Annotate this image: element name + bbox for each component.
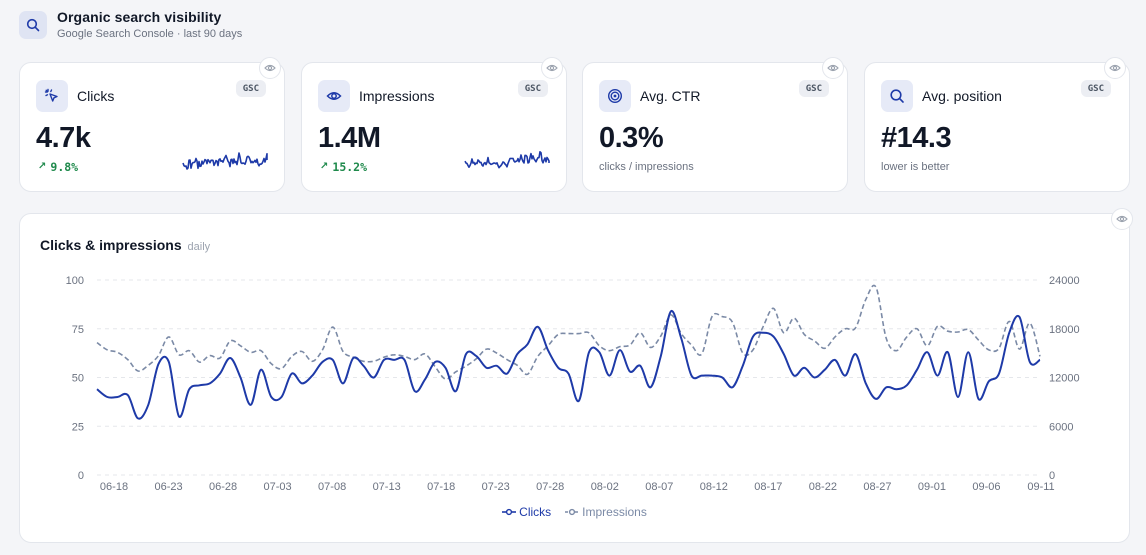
- series-clicks-line: [96, 310, 1041, 420]
- kpi-note: clicks / impressions: [599, 161, 694, 173]
- x-tick-label: 09-06: [972, 481, 1000, 493]
- kpi-value: 4.7k: [36, 122, 91, 154]
- eye-icon: [1109, 64, 1121, 72]
- eye-icon: [827, 64, 839, 72]
- source-badge: GSC: [235, 80, 266, 97]
- eye-icon: [318, 80, 350, 112]
- page-subtitle: Google Search Console · last 90 days: [57, 28, 243, 40]
- kpi-delta-value: 15.2%: [332, 160, 368, 174]
- legend-label: Impressions: [582, 505, 647, 519]
- visibility-toggle-button[interactable]: [822, 57, 844, 79]
- sparkline-impressions-line: [464, 151, 550, 169]
- visibility-toggle-button[interactable]: [259, 57, 281, 79]
- legend-item-impressions[interactable]: Impressions: [565, 505, 647, 519]
- search-icon: [19, 11, 47, 39]
- arrow-up-right-icon: ↗: [320, 161, 329, 172]
- x-tick-label: 07-08: [318, 481, 346, 493]
- x-tick-label: 08-17: [754, 481, 782, 493]
- x-tick-label: 08-02: [591, 481, 619, 493]
- visibility-toggle-button[interactable]: [1111, 208, 1133, 230]
- x-tick-label: 07-18: [427, 481, 455, 493]
- y-right-tick-label: 6000: [1049, 421, 1073, 433]
- legend-line-icon: [502, 508, 517, 516]
- kpi-label: Avg. position: [922, 88, 1002, 104]
- eye-icon: [1116, 215, 1128, 223]
- x-tick-label: 09-01: [918, 481, 946, 493]
- x-tick-label: 07-03: [264, 481, 292, 493]
- chart-title: Clicks & impressions daily: [40, 237, 210, 255]
- x-tick-label: 07-13: [373, 481, 401, 493]
- y-left-tick-label: 100: [66, 275, 84, 287]
- x-tick-label: 07-23: [482, 481, 510, 493]
- source-badge: GSC: [798, 80, 829, 97]
- x-tick-label: 08-27: [863, 481, 891, 493]
- visibility-toggle-button[interactable]: [1104, 57, 1126, 79]
- kpi-note: lower is better: [881, 161, 950, 173]
- kpi-label: Avg. CTR: [640, 88, 701, 104]
- cursor-click-icon: [36, 80, 68, 112]
- legend-label: Clicks: [519, 505, 552, 519]
- y-right-tick-label: 24000: [1049, 275, 1080, 287]
- target-icon: [599, 80, 631, 112]
- chart-subtitle: daily: [187, 241, 211, 253]
- page-header: Organic search visibility Google Search …: [19, 9, 242, 41]
- kpi-label: Clicks: [77, 88, 115, 104]
- kpi-label: Impressions: [359, 88, 435, 104]
- legend-item-clicks[interactable]: Clicks: [502, 505, 551, 519]
- y-right-tick-label: 12000: [1049, 373, 1080, 385]
- y-left-tick-label: 75: [72, 324, 84, 336]
- kpi-value: 1.4M: [318, 122, 381, 154]
- sparkline: [464, 151, 550, 169]
- kpi-delta-value: 9.8%: [50, 160, 79, 174]
- kpi-delta: ↗ 9.8%: [38, 160, 78, 174]
- y-left-tick-label: 25: [72, 421, 84, 433]
- legend-line-icon: [565, 508, 580, 516]
- visibility-toggle-button[interactable]: [541, 57, 563, 79]
- x-tick-label: 06-28: [209, 481, 237, 493]
- kpi-value: 0.3%: [599, 122, 664, 154]
- x-tick-label: 09-11: [1027, 481, 1054, 493]
- x-tick-label: 06-23: [154, 481, 182, 493]
- x-tick-label: 08-12: [700, 481, 728, 493]
- sparkline-clicks-line: [182, 152, 268, 170]
- kpi-card-position: Avg. position GSC #14.3 lower is better: [864, 57, 1130, 192]
- source-badge: GSC: [1080, 80, 1111, 97]
- kpi-card-clicks: Clicks GSC 4.7k ↗ 9.8%: [19, 57, 285, 192]
- line-chart: 0 25 50 75 100 0 6000 12000 18000 24000 06-18 06-23…: [66, 275, 1080, 493]
- kpi-delta: ↗ 15.2%: [320, 160, 367, 174]
- x-tick-label: 06-18: [100, 481, 128, 493]
- x-tick-label: 07-28: [536, 481, 564, 493]
- eye-icon: [264, 64, 276, 72]
- chart-card: Clicks & impressions daily 0 25 50 75 100 0 60…: [19, 208, 1133, 543]
- kpi-card-impressions: Impressions GSC 1.4M ↗ 15.2%: [301, 57, 567, 192]
- y-right-tick-label: 0: [1049, 470, 1055, 482]
- x-tick-label: 08-07: [645, 481, 673, 493]
- x-tick-label: 08-22: [809, 481, 837, 493]
- eye-icon: [546, 64, 558, 72]
- sparkline: [182, 152, 268, 170]
- chart-legend: Clicks Impressions: [20, 505, 1129, 519]
- y-left-tick-label: 50: [72, 373, 84, 385]
- series-impressions-line: [96, 284, 1041, 380]
- y-right-tick-label: 18000: [1049, 324, 1080, 336]
- kpi-value: #14.3: [881, 122, 952, 154]
- source-badge: GSC: [517, 80, 548, 97]
- search-icon: [881, 80, 913, 112]
- kpi-card-ctr: Avg. CTR GSC 0.3% clicks / impressions: [582, 57, 848, 192]
- y-left-tick-label: 0: [78, 470, 84, 482]
- arrow-up-right-icon: ↗: [38, 161, 47, 172]
- chart-title-text: Clicks & impressions: [40, 237, 182, 253]
- page-title: Organic search visibility: [57, 9, 222, 25]
